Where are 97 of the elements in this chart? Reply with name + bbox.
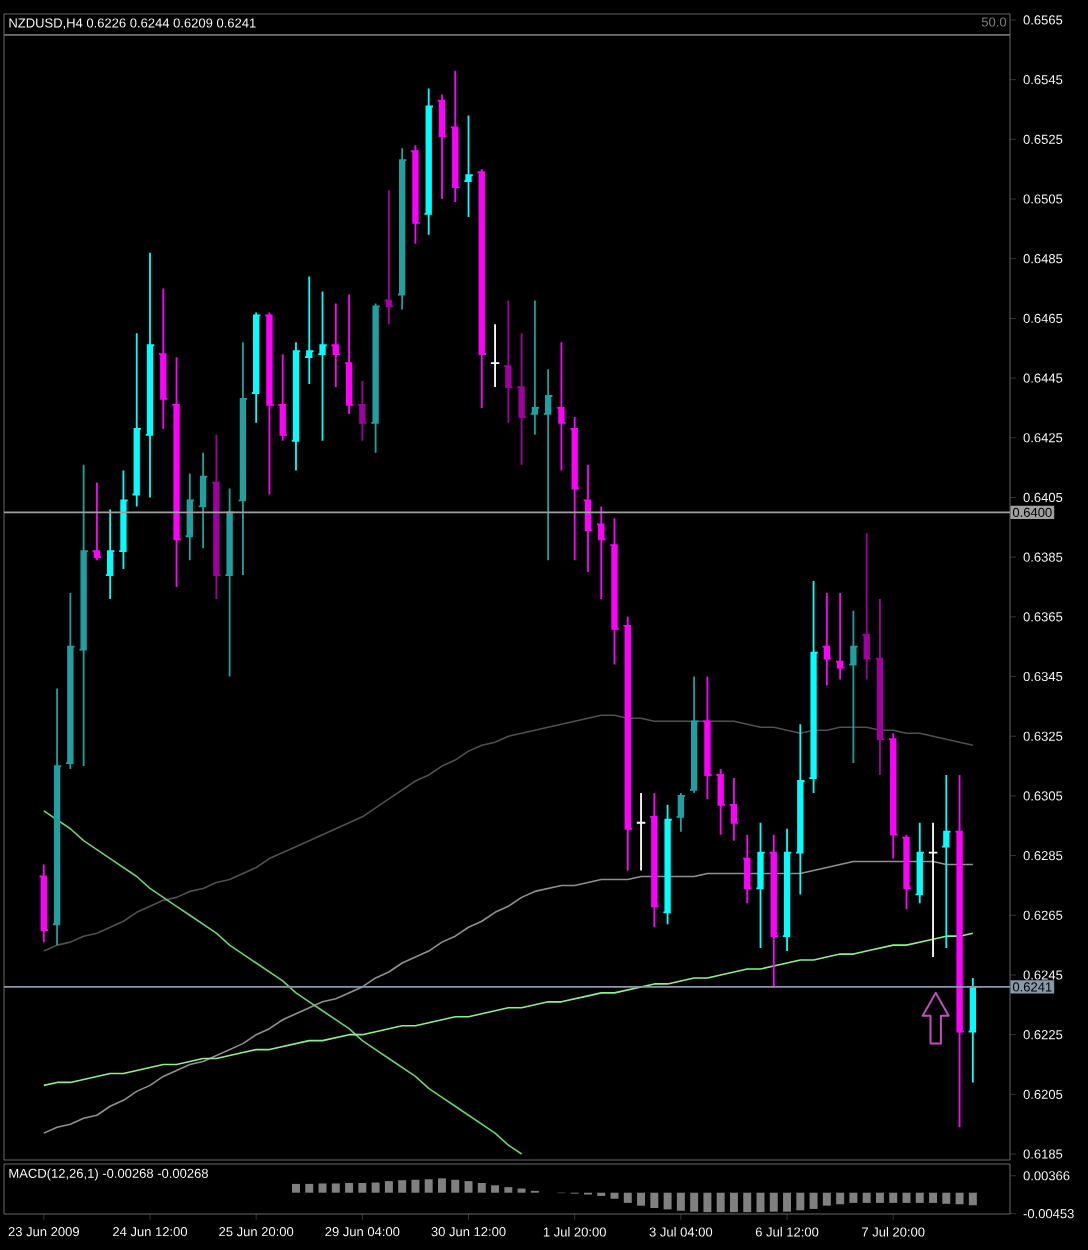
bar [318, 1183, 327, 1193]
bar [305, 1183, 314, 1193]
bar [637, 1192, 646, 1206]
candlestick [755, 821, 766, 950]
candlestick [158, 287, 169, 430]
bar [292, 1183, 300, 1193]
candlestick [463, 114, 474, 218]
candlestick [237, 341, 249, 576]
bar [955, 1192, 964, 1205]
bar [358, 1182, 367, 1193]
candlestick [742, 833, 753, 905]
bar [424, 1179, 433, 1193]
candlestick [529, 299, 541, 436]
candlestick [91, 481, 103, 562]
candlestick [609, 517, 620, 666]
bar [623, 1192, 632, 1203]
candlestick [662, 803, 673, 926]
candlestick [211, 433, 222, 600]
bar [875, 1192, 884, 1203]
candlestick [370, 302, 381, 454]
candlestick [184, 472, 195, 562]
candlestick [556, 341, 567, 472]
candlestick [516, 332, 527, 466]
bar [345, 1182, 354, 1193]
candlestick [78, 463, 89, 767]
candlestick [317, 290, 328, 442]
candlestick [967, 977, 978, 1084]
bar [398, 1180, 407, 1193]
candlestick [450, 69, 461, 203]
bar [464, 1181, 473, 1193]
bar [822, 1192, 831, 1206]
candlestick [861, 532, 872, 681]
candlestick [941, 774, 952, 950]
candlestick [821, 592, 833, 687]
candlestick [197, 451, 209, 550]
bar [650, 1192, 659, 1208]
candlestick [224, 487, 235, 678]
bar [862, 1192, 871, 1203]
bar [411, 1179, 420, 1193]
candlestick [914, 821, 925, 905]
candlestick [410, 144, 421, 245]
candlestick [582, 463, 594, 573]
candlestick [596, 505, 607, 600]
candlestick [171, 356, 182, 588]
candlestick [131, 332, 142, 508]
candlestick [954, 774, 965, 1129]
candlestick [569, 415, 580, 562]
candlestick [702, 675, 713, 800]
candlestick [848, 609, 859, 764]
candlestick [118, 469, 129, 570]
candlestick [781, 827, 793, 952]
candlestick [330, 302, 341, 388]
candlestick [543, 368, 554, 562]
bar [371, 1182, 380, 1193]
candlestick [768, 833, 779, 988]
bar [491, 1185, 500, 1193]
candlestick [357, 380, 368, 442]
bar [451, 1179, 460, 1193]
candlestick [264, 311, 275, 496]
candlestick [503, 299, 514, 424]
candlestick [635, 792, 647, 872]
candlestick [144, 251, 156, 499]
candlestick [874, 598, 886, 776]
candlestick [649, 792, 660, 929]
bar [331, 1183, 340, 1193]
bar [663, 1192, 672, 1210]
bar [942, 1192, 951, 1204]
bar [889, 1192, 898, 1203]
candlestick [715, 768, 726, 836]
bar [836, 1192, 845, 1205]
bar [915, 1192, 924, 1203]
bar [849, 1192, 858, 1203]
candlestick [343, 293, 355, 415]
bar [504, 1187, 513, 1193]
bar [384, 1181, 393, 1193]
candlestick [105, 508, 116, 600]
bar [477, 1182, 486, 1193]
candlestick [901, 833, 912, 911]
candlestick [489, 323, 501, 388]
bar [809, 1192, 818, 1209]
candlestick [277, 353, 288, 442]
candlestick [675, 792, 687, 833]
candlestick [728, 777, 740, 842]
bar [968, 1192, 977, 1206]
candlestick [927, 821, 939, 958]
bar [437, 1178, 446, 1193]
candlestick [808, 580, 819, 794]
bar [929, 1192, 938, 1203]
candlestick [834, 592, 846, 681]
candlestick [304, 275, 315, 385]
candlestick [65, 592, 76, 770]
candlestick [688, 675, 700, 794]
candlestick [383, 189, 395, 326]
candlestick [795, 723, 806, 896]
candlestick [51, 687, 63, 947]
candlestick [290, 341, 302, 472]
candlestick [436, 93, 448, 200]
